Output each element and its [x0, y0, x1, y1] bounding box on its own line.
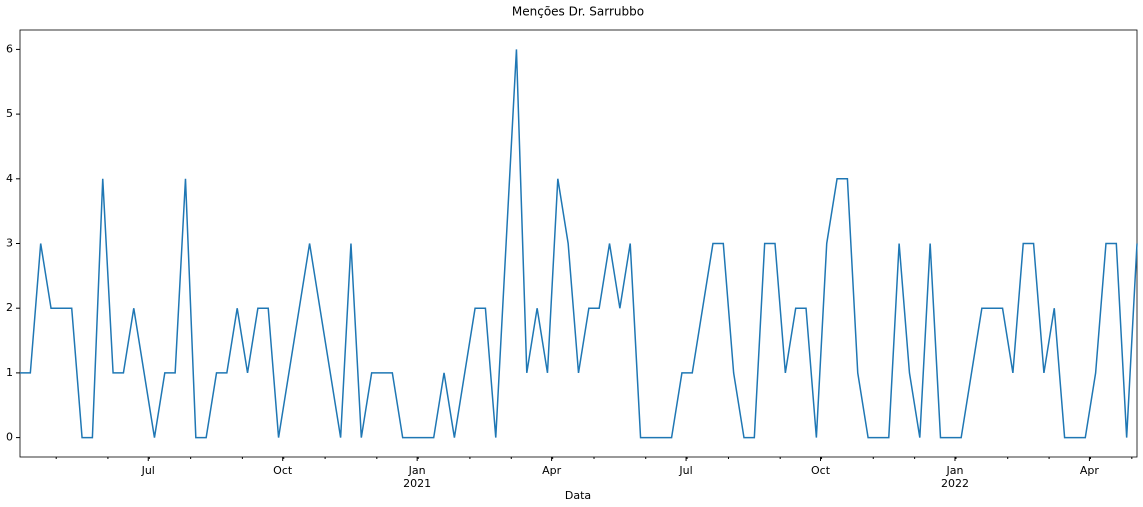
y-tick-label: 2	[6, 301, 13, 314]
y-tick-label: 1	[6, 366, 13, 379]
x-tick-label: Apr	[1080, 464, 1100, 477]
line-series	[20, 49, 1138, 439]
x-tick-label: Apr	[542, 464, 562, 477]
x-tick-label: Jul	[141, 464, 155, 477]
x-tick-label: Oct	[273, 464, 293, 477]
y-tick-label: 5	[6, 107, 13, 120]
chart-title: Menções Dr. Sarrubbo	[512, 5, 644, 19]
x-tick-label: Oct	[811, 464, 831, 477]
x-axis-label: Data	[565, 489, 591, 502]
x-tick-label: Jan	[945, 464, 963, 477]
x-tick-label: Jul	[678, 464, 692, 477]
x-tick-year: 2021	[403, 477, 431, 490]
y-tick-label: 4	[6, 172, 13, 185]
y-tick-label: 0	[6, 431, 13, 444]
y-tick-label: 3	[6, 237, 13, 250]
y-tick-label: 6	[6, 42, 13, 55]
x-tick-year: 2022	[941, 477, 969, 490]
x-tick-label: Jan	[408, 464, 426, 477]
